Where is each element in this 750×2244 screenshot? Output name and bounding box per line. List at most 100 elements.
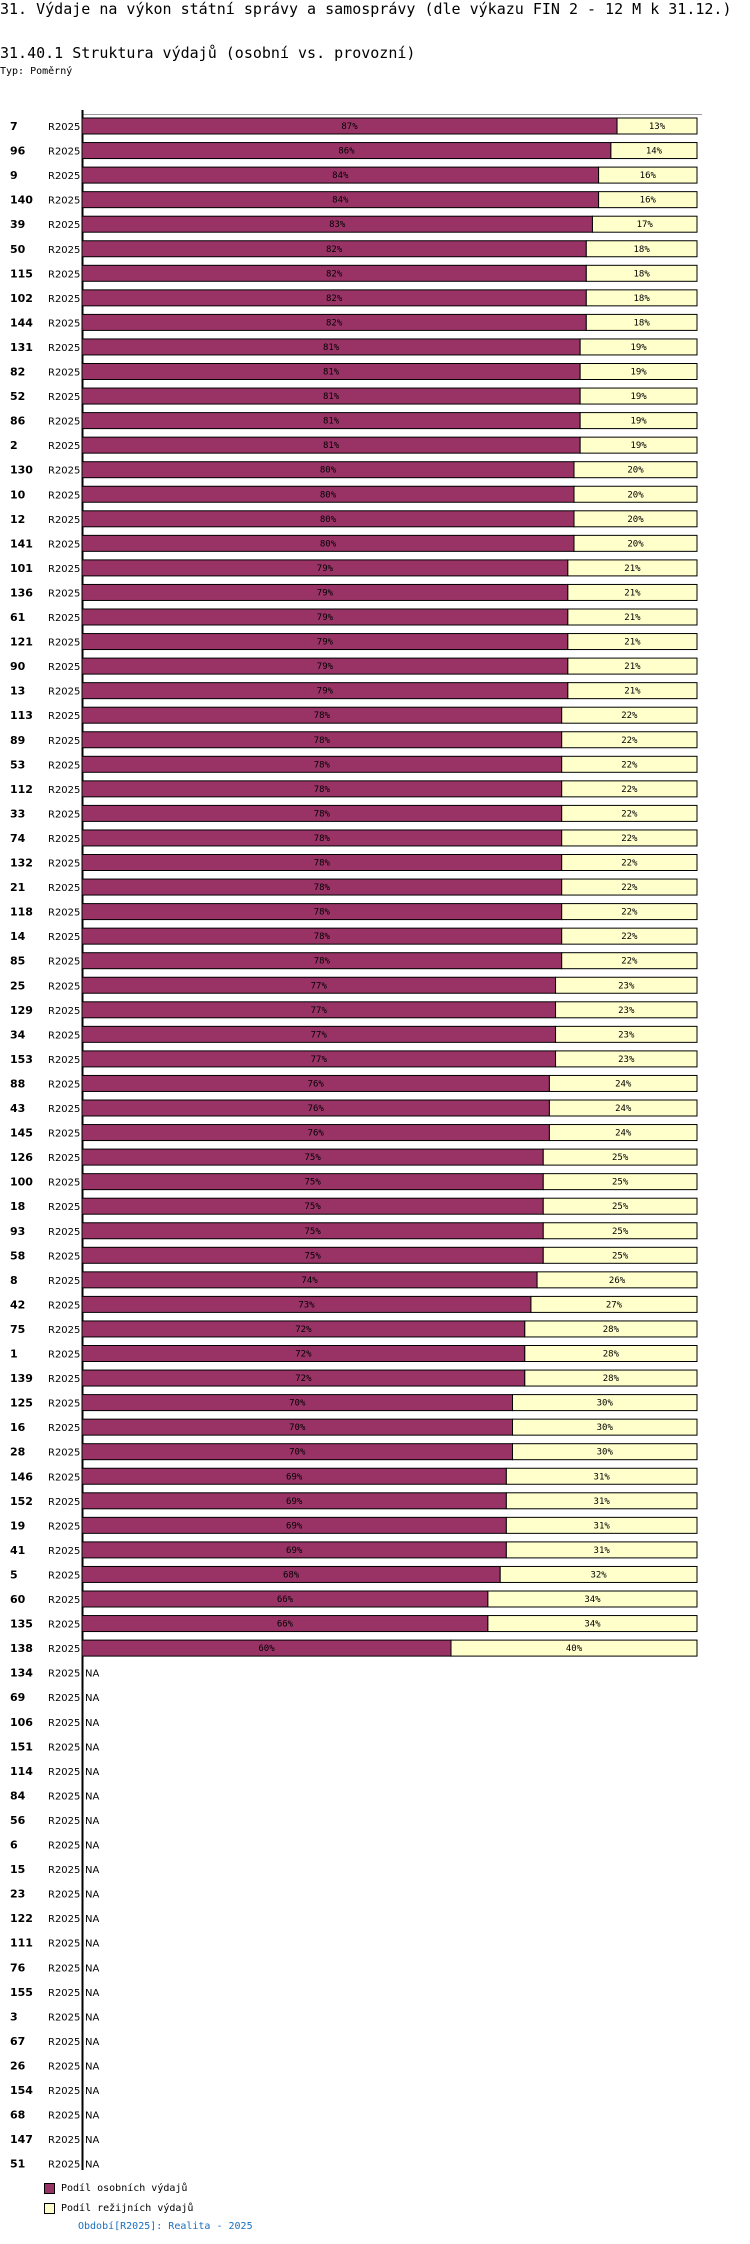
row-period-label: R2025 — [48, 2086, 80, 2097]
row-period-label: R2025 — [48, 1816, 80, 1827]
bar-label-personal: 80% — [320, 490, 337, 500]
row-id-label: 102 — [10, 292, 33, 305]
row-id-label: 140 — [10, 194, 33, 207]
bar-label-personal: 72% — [295, 1350, 312, 1360]
bar-overhead — [561, 755, 698, 773]
row-id-label: 13 — [10, 685, 25, 698]
na-label: NA — [85, 1816, 99, 1827]
bar-overhead — [548, 1074, 698, 1092]
row-period-label: R2025 — [48, 2061, 80, 2072]
bar-label-overhead: 31% — [594, 1546, 611, 1556]
na-label: NA — [85, 1742, 99, 1753]
bar-overhead — [567, 559, 698, 577]
bar-overhead — [505, 1541, 698, 1559]
row-period-label: R2025 — [48, 736, 80, 747]
bar-label-overhead: 19% — [630, 417, 647, 427]
row-period-label: R2025 — [48, 1595, 80, 1606]
bar-label-overhead: 31% — [594, 1521, 611, 1531]
row-id-label: 2 — [10, 439, 18, 452]
row-period-label: R2025 — [48, 220, 80, 231]
bar-overhead — [555, 1050, 698, 1068]
row-period-label: R2025 — [48, 147, 80, 158]
bar-label-overhead: 22% — [621, 834, 638, 844]
bar-label-overhead: 23% — [618, 981, 635, 991]
bar-overhead — [579, 338, 698, 356]
bar-label-personal: 81% — [323, 392, 340, 402]
row-id-label: 26 — [10, 2059, 26, 2072]
row-id-label: 132 — [10, 857, 33, 870]
bar-label-personal: 76% — [308, 1129, 325, 1139]
row-id-label: 52 — [10, 390, 25, 403]
row-id-label: 86 — [10, 415, 26, 428]
row-id-label: 14 — [10, 930, 26, 943]
row-id-label: 82 — [10, 366, 25, 379]
bar-label-overhead: 23% — [618, 1055, 635, 1065]
row-id-label: 74 — [10, 832, 26, 845]
bar-label-overhead: 30% — [597, 1423, 614, 1433]
row-period-label: R2025 — [48, 662, 80, 673]
bar-label-overhead: 20% — [627, 515, 644, 525]
bar-overhead — [561, 780, 698, 798]
row-id-label: 147 — [10, 2133, 33, 2146]
row-id-label: 16 — [10, 1421, 26, 1434]
row-id-label: 146 — [10, 1470, 33, 1483]
bar-label-personal: 79% — [317, 613, 334, 623]
row-id-label: 125 — [10, 1397, 33, 1410]
na-label: NA — [85, 2086, 99, 2097]
bar-overhead — [585, 264, 698, 282]
period-footer-link[interactable]: Období[R2025]: Realita - 2025 — [78, 2221, 253, 2232]
row-period-label: R2025 — [48, 2135, 80, 2146]
row-id-label: 41 — [10, 1544, 25, 1557]
row-id-label: 50 — [10, 243, 26, 256]
row-period-label: R2025 — [48, 1448, 80, 1459]
row-period-label: R2025 — [48, 417, 80, 428]
row-id-label: 51 — [10, 2158, 25, 2170]
bar-overhead — [561, 903, 698, 921]
bar-overhead — [548, 1099, 698, 1117]
bar-label-overhead: 22% — [621, 711, 638, 721]
bar-label-overhead: 13% — [649, 122, 666, 132]
row-period-label: R2025 — [48, 392, 80, 403]
row-id-label: 121 — [10, 636, 33, 649]
bar-label-personal: 76% — [308, 1104, 325, 1114]
row-period-label: R2025 — [48, 1988, 80, 1999]
row-id-label: 12 — [10, 513, 25, 526]
row-period-label: R2025 — [48, 318, 80, 329]
bar-overhead — [548, 1124, 698, 1142]
bar-label-overhead: 28% — [603, 1325, 620, 1335]
na-label: NA — [85, 1988, 99, 1999]
na-label: NA — [85, 1890, 99, 1901]
na-label: NA — [85, 2061, 99, 2072]
bar-overhead — [555, 1025, 698, 1043]
row-id-label: 75 — [10, 1323, 25, 1336]
row-id-label: 18 — [10, 1200, 25, 1213]
row-period-label: R2025 — [48, 294, 80, 305]
row-id-label: 154 — [10, 2084, 33, 2097]
bar-overhead — [598, 166, 698, 184]
row-period-label: R2025 — [48, 1300, 80, 1311]
row-period-label: R2025 — [48, 1325, 80, 1336]
row-period-label: R2025 — [48, 908, 80, 919]
bar-overhead — [579, 363, 698, 380]
na-label: NA — [85, 1963, 99, 1974]
bar-overhead — [524, 1320, 698, 1338]
row-id-label: 3 — [10, 2010, 18, 2023]
bar-label-personal: 60% — [258, 1644, 275, 1654]
row-id-label: 23 — [10, 1888, 25, 1901]
row-period-label: R2025 — [48, 1227, 80, 1238]
row-period-label: R2025 — [48, 1079, 80, 1090]
bar-overhead — [505, 1467, 698, 1485]
row-period-label: R2025 — [48, 245, 80, 256]
bar-label-overhead: 21% — [624, 638, 641, 648]
row-id-label: 114 — [10, 1765, 33, 1778]
chart-title: 31.40.1 Struktura výdajů (osobní vs. pro… — [0, 44, 416, 62]
bar-label-overhead: 19% — [630, 343, 647, 353]
row-period-label: R2025 — [48, 1939, 80, 1950]
row-period-label: R2025 — [48, 687, 80, 698]
bar-label-personal: 75% — [304, 1227, 321, 1237]
row-id-label: 131 — [10, 341, 33, 354]
row-id-label: 113 — [10, 709, 33, 722]
row-id-label: 19 — [10, 1519, 25, 1532]
na-label: NA — [85, 2012, 99, 2023]
bar-overhead — [487, 1590, 698, 1608]
